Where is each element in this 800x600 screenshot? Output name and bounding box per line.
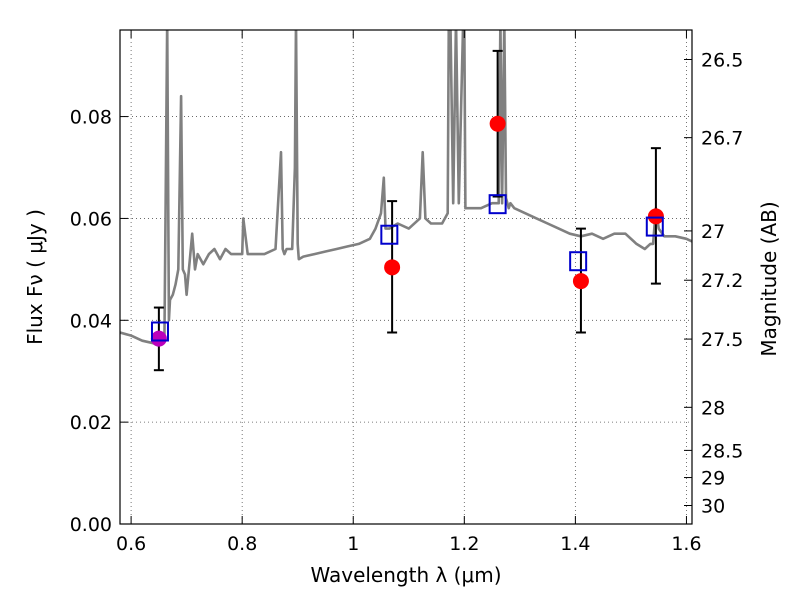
grid xyxy=(120,30,692,525)
y2-tick-label: 30 xyxy=(701,496,725,518)
y2-tick-label: 29 xyxy=(701,468,725,490)
y2-axis-label: Magnitude (AB) xyxy=(757,201,781,356)
y2-tick-label: 27 xyxy=(701,221,725,243)
observed-point xyxy=(647,208,664,225)
model-spectrum-line xyxy=(120,30,692,348)
y-axis-label: Flux Fν ( μJy ) xyxy=(23,209,47,345)
x-tick-label: 1.4 xyxy=(560,533,590,555)
y2-tick-label: 26.5 xyxy=(701,50,743,72)
y-tick-label: 0.04 xyxy=(70,310,112,332)
y-tick-label: 0.00 xyxy=(70,514,112,536)
model-photometry-square xyxy=(150,321,169,342)
y-tick-label: 0.02 xyxy=(70,412,112,434)
x-tick-label: 0.8 xyxy=(227,533,257,555)
y-tick-label: 0.08 xyxy=(70,107,112,129)
model-photometry-square xyxy=(488,194,507,215)
model-photometry-square xyxy=(380,224,399,245)
y2-tick-label: 27.5 xyxy=(701,329,743,351)
x-tick-label: 1.2 xyxy=(449,533,479,555)
y2-tick-label: 26.7 xyxy=(701,128,743,150)
x-tick-label: 1 xyxy=(347,533,359,555)
y2-tick-label: 28 xyxy=(701,397,725,419)
plot-frame xyxy=(119,29,693,525)
x-axis-label: Wavelength λ (μm) xyxy=(310,563,501,587)
y2-tick-label: 28.5 xyxy=(701,440,743,462)
observed-point xyxy=(489,115,506,132)
observed-point xyxy=(150,330,167,347)
axis-ticks: 0.6 0.8 1 1.2 1.4 1.6 0.00 0.02 0.04 0.06 0.08 26.5… xyxy=(70,30,743,555)
model-photometry-square xyxy=(645,216,664,237)
model-photometry-square xyxy=(569,251,588,272)
x-tick-label: 1.6 xyxy=(671,533,701,555)
y2-tick-label: 27.2 xyxy=(701,270,743,292)
observed-point xyxy=(572,273,589,290)
y-tick-label: 0.06 xyxy=(70,208,112,230)
observed-point xyxy=(384,259,401,276)
x-tick-label: 0.6 xyxy=(116,533,146,555)
